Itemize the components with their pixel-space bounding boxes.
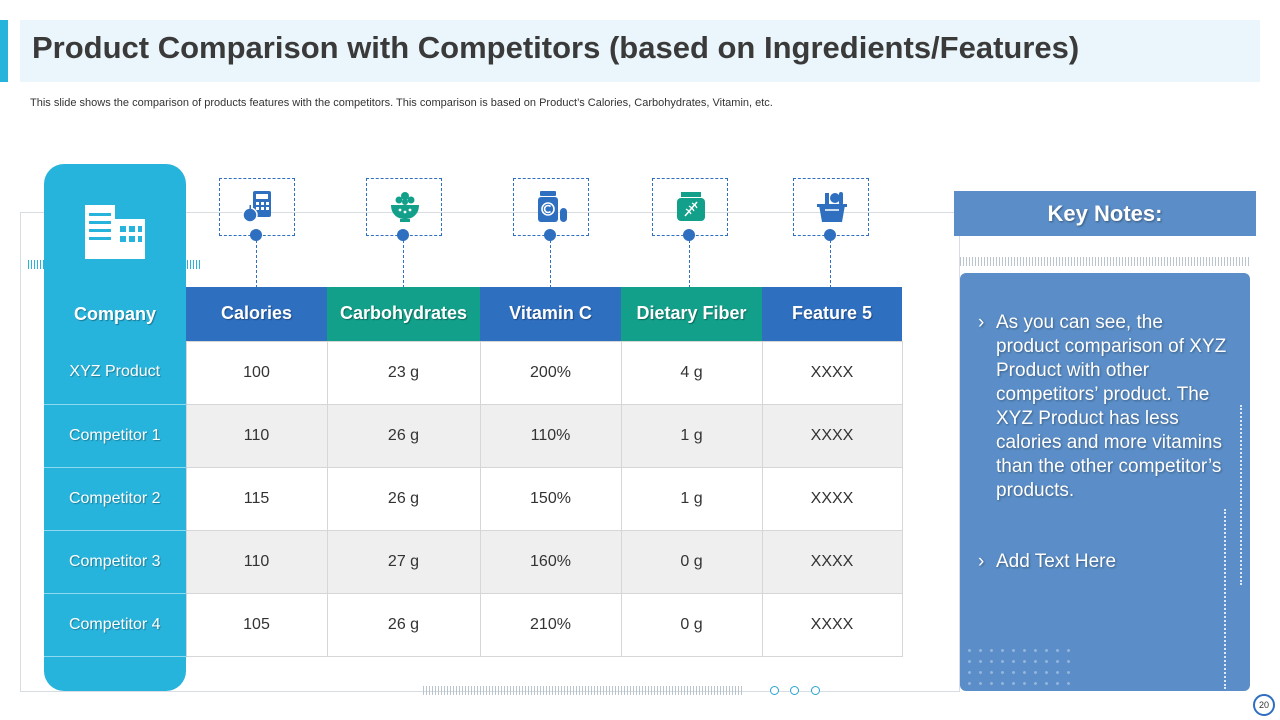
building-icon xyxy=(85,205,145,259)
calculator-apple-icon xyxy=(242,191,271,223)
cell-carbohydrates: 26 g xyxy=(326,403,481,468)
cell-vitamin-c: 160% xyxy=(479,529,622,594)
nav-dot-1 xyxy=(770,686,779,695)
bottom-tick-strip xyxy=(423,686,743,695)
connector-dot-dietary-fiber xyxy=(683,229,695,241)
cell-feature-5: XXXX xyxy=(761,340,903,405)
header-company: Company xyxy=(44,287,186,341)
key-note-text: Add Text Here xyxy=(996,551,1117,572)
header-calories: Calories xyxy=(186,287,327,341)
cell-calories: 110 xyxy=(185,529,328,594)
vitamin-bottle-icon xyxy=(538,191,567,222)
title-accent-bar xyxy=(0,20,8,82)
slide-title: Product Comparison with Competitors (bas… xyxy=(32,30,1080,65)
key-notes-panel: › As you can see, the product comparison… xyxy=(960,273,1250,691)
fiber-jar-icon xyxy=(677,192,705,221)
header-dietary-fiber: Dietary Fiber xyxy=(621,287,762,341)
header-carbohydrates: Carbohydrates xyxy=(327,287,480,341)
page-number: 20 xyxy=(1253,694,1275,716)
cell-calories: 100 xyxy=(185,340,328,405)
frame-top-line xyxy=(186,212,956,213)
slide-subtitle: This slide shows the comparison of produ… xyxy=(30,97,773,109)
feature-icon-box-carbohydrates xyxy=(366,178,442,236)
row-company-name: XYZ Product xyxy=(44,341,186,405)
comparison-table: Company Calories Carbohydrates Vitamin C… xyxy=(44,287,903,657)
key-note-item: › Add Text Here xyxy=(978,550,1228,574)
chevron-right-icon: › xyxy=(978,312,985,333)
company-tick-strip xyxy=(28,260,202,269)
cell-feature-5: XXXX xyxy=(761,466,903,531)
table-header-row: Company Calories Carbohydrates Vitamin C… xyxy=(44,287,902,341)
title-band xyxy=(20,20,1260,82)
cell-dietary-fiber: 0 g xyxy=(620,529,763,594)
table-row: Competitor 3 110 27 g 160% 0 g XXXX xyxy=(44,529,903,594)
cell-calories: 115 xyxy=(185,466,328,531)
cell-feature-5: XXXX xyxy=(761,529,903,594)
connector-dot-feature-5 xyxy=(824,229,836,241)
nav-dot-2 xyxy=(790,686,799,695)
row-company-name: Competitor 2 xyxy=(44,467,186,531)
connector-dot-calories xyxy=(250,229,262,241)
row-company-name: Competitor 1 xyxy=(44,404,186,468)
key-note-item: › As you can see, the product comparison… xyxy=(978,311,1228,503)
cell-calories: 110 xyxy=(185,403,328,468)
row-company-name: Competitor 3 xyxy=(44,530,186,594)
cell-carbohydrates: 27 g xyxy=(326,529,481,594)
key-note-text: As you can see, the product comparison o… xyxy=(996,312,1227,501)
feature-icon-box-dietary-fiber xyxy=(652,178,728,236)
feature-icon-box-feature-5 xyxy=(793,178,869,236)
salad-bowl-icon xyxy=(391,192,419,222)
table-row: Competitor 2 115 26 g 150% 1 g XXXX xyxy=(44,466,903,531)
nav-dot-3 xyxy=(811,686,820,695)
cell-vitamin-c: 210% xyxy=(479,592,622,657)
cell-feature-5: XXXX xyxy=(761,592,903,657)
cell-calories: 105 xyxy=(185,592,328,657)
table-row: Competitor 4 105 26 g 210% 0 g XXXX xyxy=(44,592,903,657)
cell-dietary-fiber: 1 g xyxy=(620,403,763,468)
grocery-bag-icon xyxy=(817,192,847,222)
key-notes-title: Key Notes: xyxy=(954,191,1256,236)
chevron-right-icon: › xyxy=(978,551,985,572)
cell-carbohydrates: 23 g xyxy=(326,340,481,405)
decorative-dot-grid xyxy=(964,645,1074,689)
cell-vitamin-c: 150% xyxy=(479,466,622,531)
cell-dietary-fiber: 0 g xyxy=(620,592,763,657)
cell-carbohydrates: 26 g xyxy=(326,466,481,531)
cell-dietary-fiber: 1 g xyxy=(620,466,763,531)
row-company-name: Competitor 4 xyxy=(44,593,186,657)
feature-icon-box-vitamin-c xyxy=(513,178,589,236)
cell-carbohydrates: 26 g xyxy=(326,592,481,657)
decorative-dotted-line xyxy=(1224,509,1226,689)
decorative-dotted-line xyxy=(1240,405,1242,585)
feature-icon-box-calories xyxy=(219,178,295,236)
header-feature-5: Feature 5 xyxy=(762,287,902,341)
connector-dot-carbohydrates xyxy=(397,229,409,241)
cell-vitamin-c: 110% xyxy=(479,403,622,468)
header-vitamin-c: Vitamin C xyxy=(480,287,621,341)
connector-dot-vitamin-c xyxy=(544,229,556,241)
cell-vitamin-c: 200% xyxy=(479,340,622,405)
notes-tick-strip xyxy=(960,257,1250,266)
table-row: Competitor 1 110 26 g 110% 1 g XXXX xyxy=(44,403,903,468)
cell-dietary-fiber: 4 g xyxy=(620,340,763,405)
table-row: XYZ Product 100 23 g 200% 4 g XXXX xyxy=(44,340,903,405)
cell-feature-5: XXXX xyxy=(761,403,903,468)
